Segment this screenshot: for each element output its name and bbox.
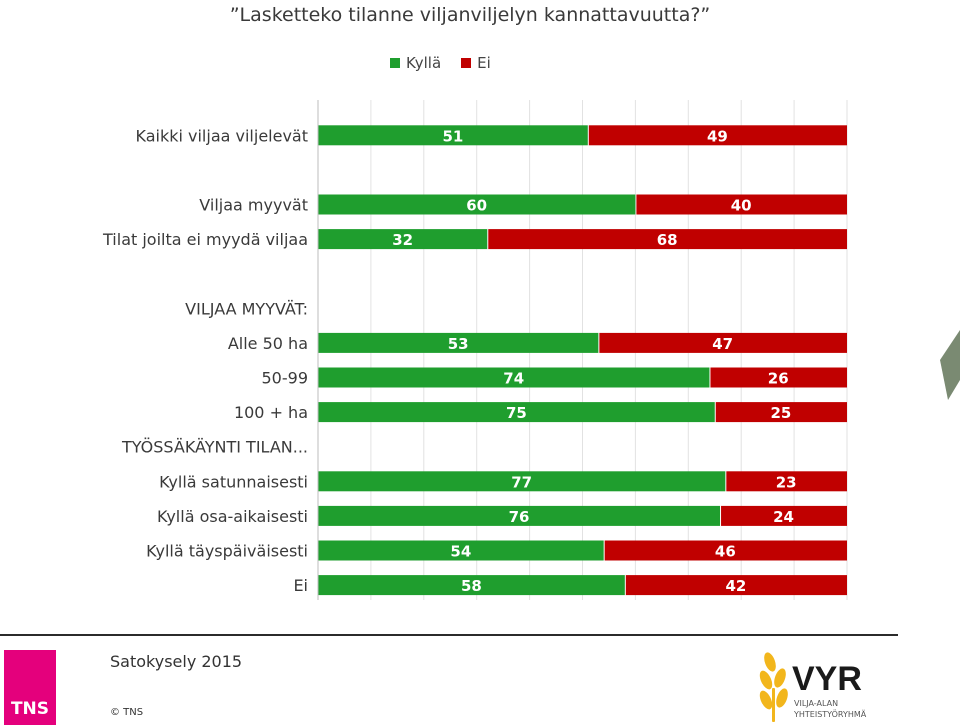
data-label-ei: 25 [770,404,791,422]
legend-swatch-ei [461,58,472,68]
bar-ei [636,194,847,215]
data-label-ei: 68 [657,231,678,249]
bar-kylla [318,540,604,561]
bar-kylla [318,332,599,353]
bar-ei [721,505,847,526]
legend-item-kylla: Kyllä [390,54,441,72]
wheat-icon [759,652,788,722]
legend-label-ei: Ei [477,54,491,72]
vyr-logo-line1: VILJA-ALAN [794,699,838,708]
data-label-kylla: 75 [506,404,527,422]
data-label-kylla: 53 [448,335,469,353]
bar-kylla [318,367,710,388]
row-label: 100 + ha [234,403,308,422]
vyr-logo-line2: YHTEISTYÖRYHMÄ [793,709,867,719]
data-label-kylla: 77 [511,473,532,491]
data-label-kylla: 60 [466,197,487,215]
bar-ei [625,575,847,596]
data-label-ei: 23 [776,473,797,491]
bar-kylla [318,125,588,146]
tns-logo-text: TNS [10,699,50,719]
bar-ei [599,332,847,353]
row-label: Tilat joilta ei myydä viljaa [102,230,308,249]
stacked-bar-chart: Kaikki viljaa viljelevät 51 49 Viljaa myyvä… [102,100,848,600]
chart-legend: Kyllä Ei [390,54,491,72]
footer-divider [0,634,898,636]
data-label-ei: 46 [715,543,736,561]
data-label-ei: 24 [773,508,794,526]
data-label-ei: 42 [725,577,746,595]
bar-ei [604,540,847,561]
row-label: Kyllä täyspäiväisesti [146,542,308,561]
vyr-logo-text: VYR [792,660,862,698]
row-label: Kyllä satunnaisesti [159,472,308,491]
bar-ei [488,229,847,250]
legend-label-kylla: Kyllä [406,54,442,72]
bar-ei [726,471,847,492]
chart-title: ”Lasketteko tilanne viljanviljelyn kanna… [229,4,711,26]
row-label: Kyllä osa-aikaisesti [157,507,308,526]
bar-kylla [318,575,625,596]
row-label: 50-99 [262,369,309,388]
row-label: Viljaa myyvät [199,196,308,215]
copyright-label: © TNS [110,707,144,718]
data-label-ei: 47 [712,335,733,353]
bar-kylla [318,505,721,526]
legend-item-ei: Ei [461,54,491,72]
data-label-kylla: 51 [442,127,463,145]
row-label: TYÖSSÄKÄYNTI TILAN... [121,438,308,457]
row-label: Kaikki viljaa viljelevät [135,126,308,145]
tns-logo: TNS [4,650,56,725]
data-label-kylla: 54 [450,543,471,561]
data-label-kylla: 76 [509,508,530,526]
bar-kylla [318,229,488,250]
row-label: VILJAA MYYVÄT: [185,299,308,318]
data-label-ei: 49 [707,127,728,145]
row-label: Alle 50 ha [228,334,308,353]
data-label-ei: 40 [731,197,752,215]
bar-ei [588,125,847,146]
decorative-arrow-shape [940,330,960,400]
legend-swatch-kylla [390,58,400,68]
data-label-kylla: 32 [392,231,413,249]
vyr-logo: VYR VILJA-ALAN YHTEISTYÖRYHMÄ [759,652,867,722]
row-label: Ei [293,576,308,595]
bar-kylla [318,194,636,215]
data-label-ei: 26 [768,370,789,388]
bar-kylla [318,402,715,423]
bar-ei [710,367,847,388]
data-label-kylla: 74 [503,370,524,388]
bar-ei [715,402,847,423]
source-label: Satokysely 2015 [110,652,243,671]
bar-kylla [318,471,726,492]
data-label-kylla: 58 [461,577,482,595]
